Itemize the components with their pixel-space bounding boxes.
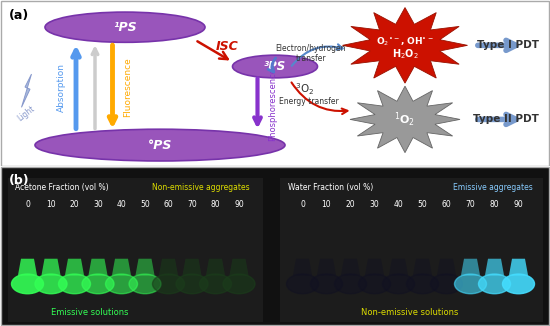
Circle shape: [106, 274, 138, 294]
Text: 60: 60: [442, 200, 452, 209]
Bar: [8, 178, 262, 322]
Text: 20: 20: [70, 200, 79, 209]
Text: 90: 90: [514, 200, 524, 209]
Polygon shape: [183, 259, 202, 275]
Circle shape: [35, 274, 67, 294]
Text: Fluorescence: Fluorescence: [123, 57, 132, 117]
Text: °PS: °PS: [148, 139, 172, 152]
Text: (b): (b): [9, 174, 30, 187]
Text: 0: 0: [25, 200, 30, 209]
Circle shape: [12, 274, 43, 294]
Text: Electron/hydrogen
transfer: Electron/hydrogen transfer: [276, 44, 346, 63]
Text: 10: 10: [46, 200, 56, 209]
Polygon shape: [159, 259, 178, 275]
Text: 20: 20: [346, 200, 355, 209]
Polygon shape: [437, 259, 456, 275]
Text: Non-emissive solutions: Non-emissive solutions: [361, 308, 459, 317]
Circle shape: [311, 274, 343, 294]
Polygon shape: [21, 74, 31, 107]
Circle shape: [382, 274, 415, 294]
Polygon shape: [485, 259, 504, 275]
Text: 60: 60: [164, 200, 173, 209]
Ellipse shape: [35, 129, 285, 161]
Circle shape: [503, 274, 535, 294]
Text: 50: 50: [417, 200, 427, 209]
Text: 70: 70: [187, 200, 197, 209]
Circle shape: [129, 274, 161, 294]
Text: ISC: ISC: [216, 40, 239, 53]
Text: H$_2$O$_2$: H$_2$O$_2$: [392, 47, 419, 61]
Text: Non-emissive aggregates: Non-emissive aggregates: [152, 183, 250, 192]
Circle shape: [359, 274, 390, 294]
Polygon shape: [89, 259, 108, 275]
Text: (a): (a): [9, 9, 29, 22]
Circle shape: [223, 274, 255, 294]
Text: Emissive solutions: Emissive solutions: [51, 308, 129, 317]
Polygon shape: [341, 259, 360, 275]
Circle shape: [406, 274, 438, 294]
Text: 30: 30: [370, 200, 379, 209]
Polygon shape: [343, 7, 468, 83]
Text: O$_2$$^{\bullet-}$, OH$^{\bullet-}$: O$_2$$^{\bullet-}$, OH$^{\bullet-}$: [376, 36, 434, 48]
Polygon shape: [206, 259, 225, 275]
Polygon shape: [65, 259, 84, 275]
Circle shape: [152, 274, 184, 294]
Polygon shape: [112, 259, 131, 275]
Polygon shape: [413, 259, 432, 275]
Circle shape: [82, 274, 114, 294]
Polygon shape: [293, 259, 312, 275]
Text: 10: 10: [322, 200, 331, 209]
Ellipse shape: [45, 12, 205, 42]
Polygon shape: [229, 259, 249, 275]
Text: 40: 40: [394, 200, 403, 209]
Text: 80: 80: [211, 200, 221, 209]
Polygon shape: [135, 259, 155, 275]
Polygon shape: [18, 259, 37, 275]
Polygon shape: [365, 259, 384, 275]
Text: 0: 0: [300, 200, 305, 209]
Text: 80: 80: [490, 200, 499, 209]
Text: ³PS: ³PS: [264, 60, 286, 73]
Circle shape: [478, 274, 510, 294]
Text: 50: 50: [140, 200, 150, 209]
Polygon shape: [389, 259, 408, 275]
Text: 70: 70: [466, 200, 475, 209]
Circle shape: [454, 274, 487, 294]
Text: Emissive aggregates: Emissive aggregates: [453, 183, 532, 192]
Text: Energy transfer: Energy transfer: [279, 97, 339, 106]
Bar: [280, 178, 542, 322]
Circle shape: [334, 274, 366, 294]
Text: Type II PDT: Type II PDT: [473, 114, 539, 125]
Text: Acetone Fraction (vol %): Acetone Fraction (vol %): [15, 183, 109, 192]
Text: Type I PDT: Type I PDT: [477, 40, 539, 50]
Circle shape: [58, 274, 91, 294]
Text: Absorption: Absorption: [57, 63, 65, 111]
Polygon shape: [350, 86, 460, 153]
Text: $^1$O$_2$: $^1$O$_2$: [394, 110, 416, 128]
Text: Phosphorescence: Phosphorescence: [268, 67, 277, 141]
Text: 30: 30: [93, 200, 103, 209]
Text: 40: 40: [117, 200, 126, 209]
Polygon shape: [317, 259, 336, 275]
Text: ¹PS: ¹PS: [113, 21, 137, 34]
Circle shape: [176, 274, 208, 294]
Text: 90: 90: [234, 200, 244, 209]
Text: Water Fraction (vol %): Water Fraction (vol %): [288, 183, 373, 192]
Text: $^3$O$_2$: $^3$O$_2$: [295, 82, 315, 97]
Polygon shape: [509, 259, 528, 275]
Ellipse shape: [233, 55, 317, 78]
Circle shape: [200, 274, 232, 294]
Polygon shape: [41, 259, 60, 275]
Polygon shape: [461, 259, 480, 275]
Circle shape: [287, 274, 318, 294]
Circle shape: [431, 274, 463, 294]
Text: Light: Light: [15, 104, 36, 123]
